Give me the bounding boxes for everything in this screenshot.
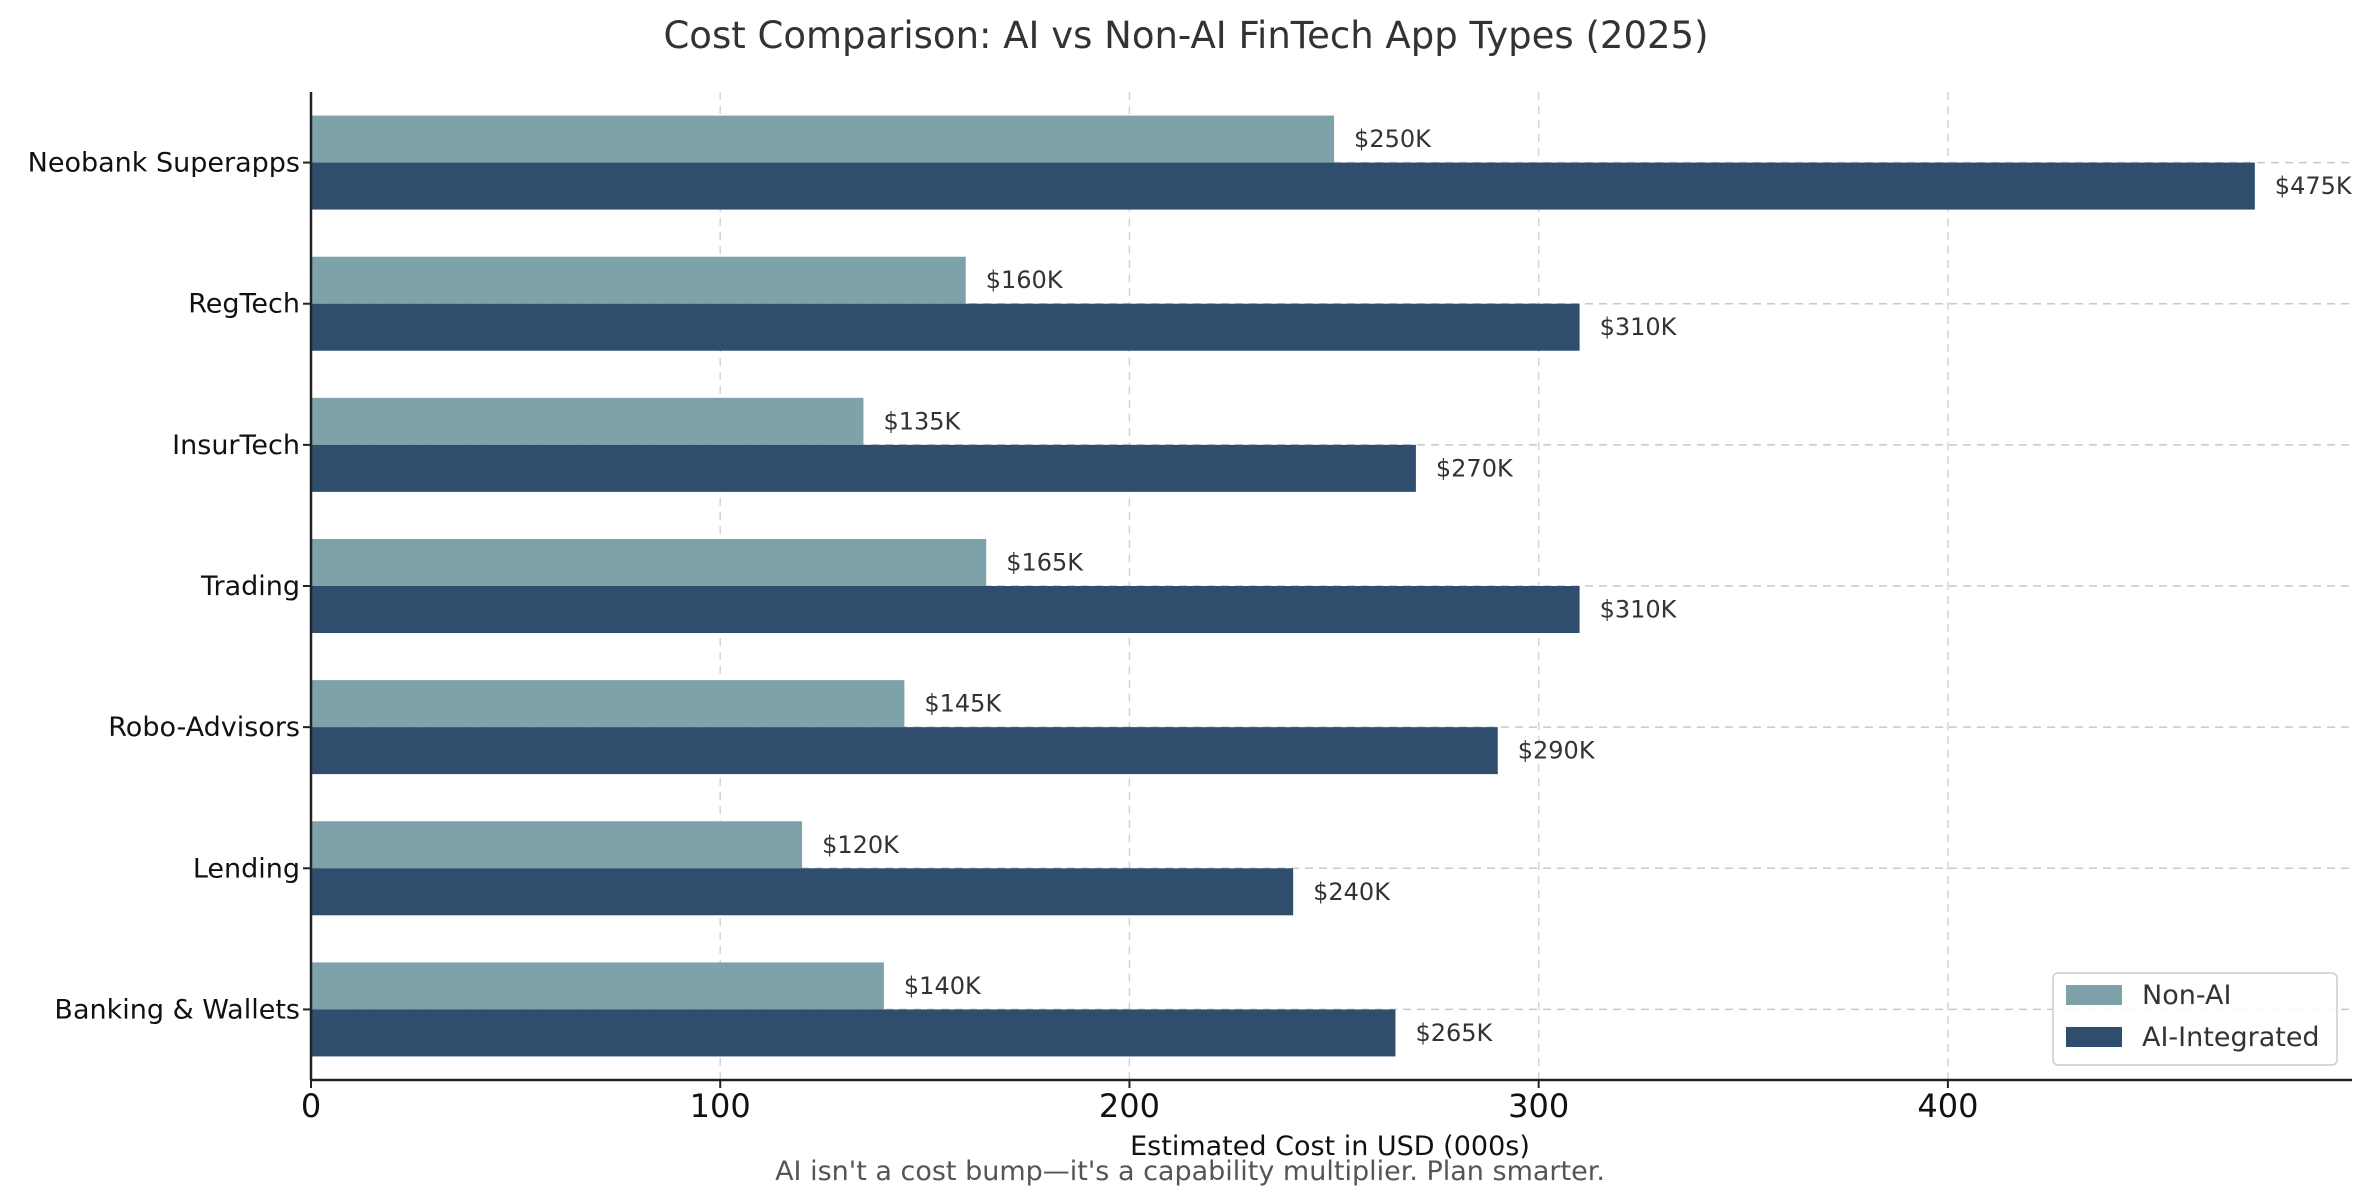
- data-label-ai-integrated-neobank-superapps: $475K: [2275, 172, 2353, 200]
- data-label-ai-integrated-lending: $240K: [1313, 878, 1391, 906]
- x-tick-label-400: 400: [1917, 1087, 1978, 1125]
- bar-ai-integrated-banking-and-wallets: [311, 1009, 1396, 1057]
- x-tick-label-0: 0: [301, 1087, 321, 1125]
- data-label-non-ai-trading: $165K: [1006, 549, 1084, 577]
- data-label-non-ai-lending: $120K: [822, 831, 900, 859]
- bar-non-ai-neobank-superapps: [311, 115, 1335, 163]
- bar-ai-integrated-insurtech: [311, 444, 1416, 492]
- x-tick-label-100: 100: [690, 1087, 751, 1125]
- data-label-ai-integrated-banking-and-wallets: $265K: [1415, 1019, 1493, 1047]
- y-tick-label-trading: Trading: [200, 571, 300, 602]
- y-tick-label-robo-advisors: Robo-Advisors: [108, 712, 300, 743]
- y-tick-label-insurtech: InsurTech: [172, 430, 300, 461]
- data-label-non-ai-neobank-superapps: $250K: [1354, 125, 1432, 153]
- legend-frame: [2052, 972, 2338, 1066]
- legend-label-non-ai: Non-AI: [2142, 980, 2231, 1011]
- y-tick-label-neobank-superapps: Neobank Superapps: [28, 148, 300, 179]
- y-tick-labels: Neobank Superapps RegTech InsurTech Trading…: [28, 148, 311, 1025]
- legend-swatch-ai-integrated: [2066, 1027, 2122, 1047]
- bar-non-ai-robo-advisors: [311, 680, 905, 728]
- bar-ai-integrated-trading: [311, 586, 1580, 633]
- data-label-ai-integrated-robo-advisors: $290K: [1518, 737, 1596, 765]
- bar-group: [311, 115, 2255, 1057]
- footnote: AI isn't a cost bump—it's a capability m…: [775, 1156, 1605, 1187]
- bar-ai-integrated-robo-advisors: [311, 727, 1498, 775]
- y-tick-label-banking-and-wallets: Banking & Wallets: [54, 994, 300, 1025]
- data-label-ai-integrated-trading: $310K: [1600, 596, 1678, 624]
- bar-non-ai-banking-and-wallets: [311, 962, 884, 1010]
- bar-non-ai-insurtech: [311, 397, 864, 445]
- x-axis-label: Estimated Cost in USD (000s): [1130, 1131, 1530, 1162]
- y-tick-label-lending: Lending: [193, 853, 300, 884]
- bar-non-ai-lending: [311, 821, 803, 869]
- y-tick-label-regtech: RegTech: [188, 289, 300, 320]
- bar-non-ai-trading: [311, 539, 987, 586]
- data-label-non-ai-regtech: $160K: [986, 266, 1064, 294]
- legend-swatch-non-ai: [2066, 985, 2122, 1005]
- bar-ai-integrated-regtech: [311, 303, 1580, 351]
- legend-label-ai-integrated: AI-Integrated: [2142, 1022, 2320, 1053]
- x-tick-labels: 0 100 200 300 400: [301, 1080, 1978, 1125]
- data-label-ai-integrated-regtech: $310K: [1600, 313, 1678, 341]
- bar-non-ai-regtech: [311, 256, 966, 304]
- data-label-ai-integrated-insurtech: $270K: [1436, 454, 1514, 482]
- bar-ai-integrated-lending: [311, 868, 1294, 916]
- data-label-non-ai-banking-and-wallets: $140K: [904, 972, 982, 1000]
- bar-ai-integrated-neobank-superapps: [311, 162, 2255, 210]
- data-label-non-ai-robo-advisors: $145K: [924, 690, 1002, 718]
- legend: Non-AI AI-Integrated: [2052, 972, 2338, 1066]
- data-label-non-ai-insurtech: $135K: [883, 407, 961, 435]
- x-tick-label-200: 200: [1099, 1087, 1160, 1125]
- x-tick-label-300: 300: [1508, 1087, 1569, 1125]
- chart-title: Cost Comparison: AI vs Non-AI FinTech Ap…: [663, 14, 1708, 57]
- data-labels: $250K $160K $135K $165K $145K $120K $140K $475K…: [822, 125, 2353, 1047]
